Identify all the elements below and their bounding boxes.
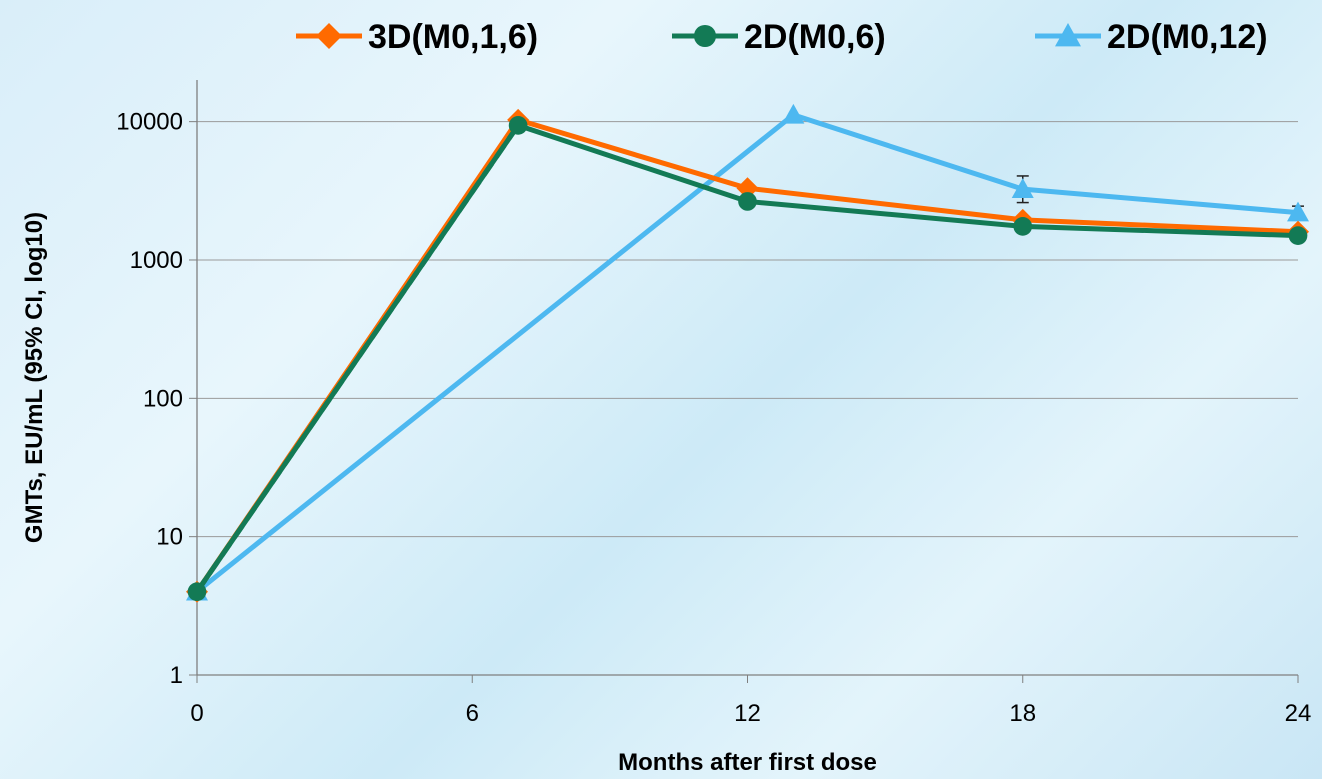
x-tick-label: 12 <box>734 700 761 727</box>
y-axis-title: GMTs, EU/mL (95% CI, log10) <box>21 212 48 543</box>
y-tick-labels: 1 10 100 1000 10000 <box>116 109 183 689</box>
x-tick-labels: 0 6 12 18 24 <box>190 700 1311 727</box>
data-point-circle <box>693 24 717 48</box>
data-point-diamond <box>736 177 759 200</box>
series-dashed-segment <box>194 123 521 594</box>
data-point-triangle <box>1055 23 1081 47</box>
x-axis-title: Months after first dose <box>618 749 877 776</box>
axes <box>189 80 1299 683</box>
series-line <box>194 112 1301 595</box>
data-point-triangle <box>1011 178 1034 198</box>
data-point-circle <box>1013 217 1033 236</box>
data-point-circle <box>508 116 528 135</box>
x-tick-label: 18 <box>1009 700 1036 727</box>
legend-item: 2D(M0,12) <box>1035 18 1268 56</box>
data-point-circle <box>738 192 757 211</box>
series-group <box>186 103 1309 603</box>
legend-label: 3D(M0,1,6) <box>368 18 538 56</box>
gridlines <box>197 121 1298 538</box>
x-tick-label: 6 <box>466 700 479 727</box>
legend-item: 3D(M0,1,6) <box>296 18 538 56</box>
data-point-circle <box>1288 226 1308 245</box>
legend-label: 2D(M0,6) <box>744 18 886 56</box>
data-point-triangle <box>1287 201 1309 222</box>
y-tick-label: 1000 <box>130 247 183 274</box>
data-point-triangle <box>782 103 805 124</box>
legend-label: 2D(M0,12) <box>1107 18 1268 56</box>
legend-item: 2D(M0,6) <box>672 18 886 56</box>
y-tick-label: 10000 <box>116 109 183 136</box>
series-1 <box>187 116 1308 602</box>
legend: 3D(M0,1,6) 2D(M0,6) 2D(M0,12) <box>296 18 1268 56</box>
y-tick-label: 10 <box>156 524 183 551</box>
y-tick-label: 1 <box>170 662 183 689</box>
x-tick-label: 24 <box>1285 700 1312 727</box>
series-0 <box>186 108 1309 603</box>
y-tick-label: 100 <box>143 385 183 412</box>
data-point-diamond <box>316 23 342 49</box>
data-point-circle <box>187 582 207 602</box>
x-tick-label: 0 <box>190 700 203 727</box>
